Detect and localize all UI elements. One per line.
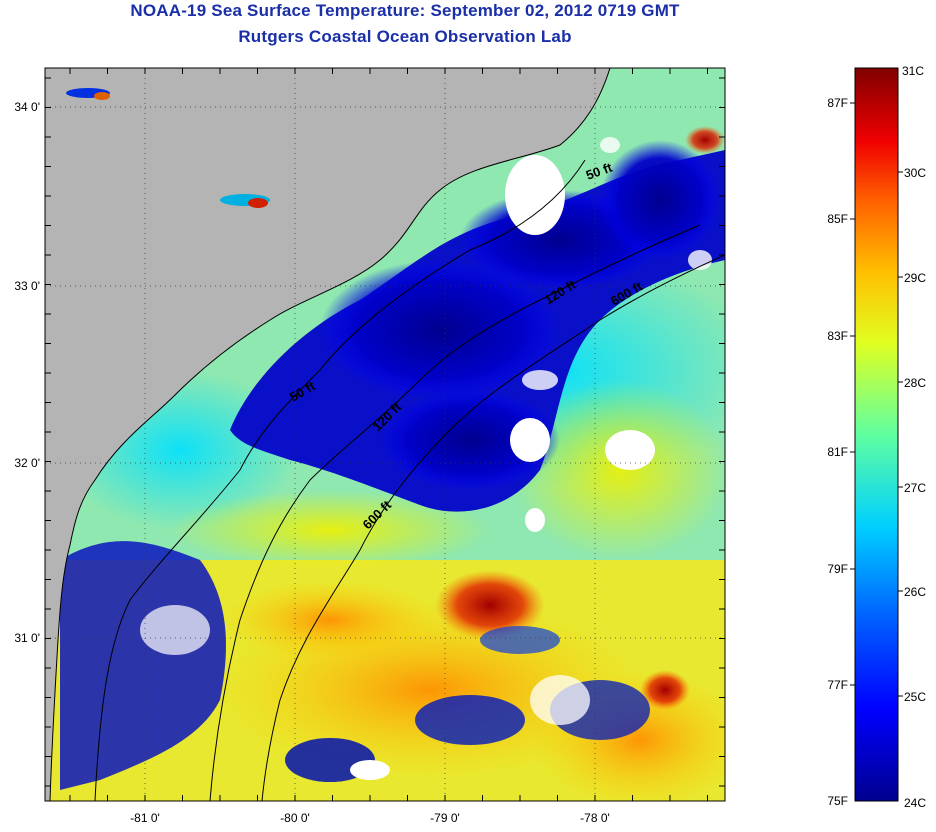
fahrenheit-label: 81F — [827, 445, 848, 459]
colorbar-gradient — [854, 67, 899, 802]
isobath-50ft — [94, 159, 586, 801]
fahrenheit-label: 75F — [827, 794, 848, 808]
celsius-label: 27C — [904, 481, 926, 495]
chart-title: NOAA-19 Sea Surface Temperature: Septemb… — [130, 1, 680, 20]
celsius-label: 24C — [904, 796, 926, 810]
lat-tick-label: 32 0' — [14, 456, 40, 470]
celsius-label: 28C — [904, 376, 926, 390]
fahrenheit-label: 77F — [827, 678, 848, 692]
fahrenheit-label: 79F — [827, 562, 848, 576]
celsius-label: 29C — [904, 271, 926, 285]
lat-tick-label: 33 0' — [14, 279, 40, 293]
fahrenheit-label: 85F — [827, 212, 848, 226]
lon-tick-label: -79 0' — [430, 811, 460, 825]
isobath-120ft — [209, 224, 701, 801]
lon-tick-label: -78 0' — [580, 811, 610, 825]
sst-raster — [45, 68, 725, 801]
celsius-label: 30C — [904, 166, 926, 180]
lat-axis: 34 0' 33 0' 32 0' 31 0' — [14, 100, 40, 645]
lat-tick-label: 31 0' — [14, 631, 40, 645]
land-mass — [45, 68, 610, 801]
celsius-label: 31C — [902, 64, 924, 78]
lat-tick-label: 34 0' — [14, 100, 40, 114]
chart-subtitle: Rutgers Coastal Ocean Observation Lab — [238, 27, 572, 46]
cloud-mask — [140, 137, 712, 780]
celsius-label: 26C — [904, 585, 926, 599]
map-frame — [44, 67, 726, 802]
graticule — [45, 68, 725, 801]
lon-tick-label: -81 0' — [130, 811, 160, 825]
fahrenheit-label: 83F — [827, 329, 848, 343]
lon-axis: -81 0' -80 0' -79 0' -78 0' — [130, 811, 610, 825]
fahrenheit-label: 87F — [827, 96, 848, 110]
colorbar: 31C 30C 29C 28C 27C 26C 25C 24C 87F 85F … — [827, 64, 926, 810]
isobath-600ft — [261, 254, 725, 801]
celsius-label: 25C — [904, 690, 926, 704]
lon-tick-label: -80 0' — [280, 811, 310, 825]
